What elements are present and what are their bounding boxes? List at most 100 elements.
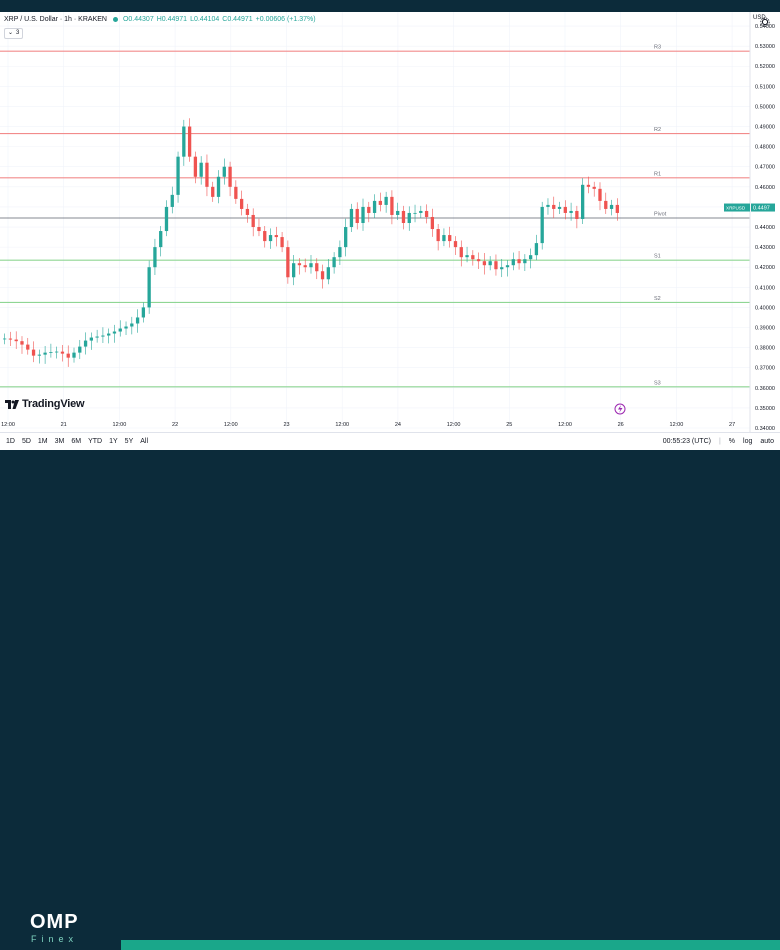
candle-down [286,247,290,278]
range-button-1m[interactable]: 1M [37,438,48,445]
range-button-6m[interactable]: 6M [71,438,82,445]
time-tick-label: 26 [618,422,624,428]
candle-up [396,210,400,215]
candle-down [211,186,215,197]
candle-up [147,267,151,308]
candle-down [297,263,302,266]
candle-up [182,126,186,157]
candle-down [303,265,307,268]
settings-gear-icon[interactable] [760,17,770,27]
candle-down [390,196,394,215]
candle-down [320,271,325,280]
price-tick-label: 0.50000 [755,104,775,110]
candle-down [239,198,244,209]
candle-down [494,261,498,270]
candle-up [309,263,313,268]
range-button-1d[interactable]: 1D [6,438,15,445]
range-button-5y[interactable]: 5Y [124,438,134,445]
candle-up [83,340,88,347]
candle-up [505,265,510,268]
candle-down [251,214,255,228]
ohlc-low: L0.44104 [190,16,220,23]
lightning-icon[interactable] [614,403,626,415]
candle-up [292,263,296,278]
candle-down [592,186,596,189]
candle-down [263,231,267,242]
price-tick-label: 0.39000 [755,326,775,332]
candle-down [615,204,619,213]
price-tick-label: 0.54000 [755,24,775,30]
candle-down [274,235,278,238]
candle-up [384,196,388,205]
candle-down [453,241,458,248]
price-tick-label: 0.43000 [755,245,775,251]
time-tick-label: 27 [729,422,735,428]
candle-up [112,331,117,334]
candle-up [465,255,469,258]
candle-up [153,247,157,268]
indicators-toggle-button[interactable]: ⌄ 3 [4,28,24,39]
candle-up [124,326,128,329]
candle-up [609,204,614,209]
candle-down [586,184,591,187]
window-top-strip [0,0,780,12]
time-tick-label: 12:00 [670,422,684,428]
candle-down [14,339,18,342]
chart-panel[interactable]: R3 R2 R1 Pivot S1 S2 S3 0.54000 0.53000 0.52000 0… [0,12,780,451]
time-tick-label: 25 [506,422,512,428]
candle-up [528,255,533,260]
candle-up [581,184,585,219]
level-label-s3: S3 [654,380,661,386]
tradingview-logo[interactable]: TradingView [5,398,85,410]
price-axis: 0.54000 0.53000 0.52000 0.51000 0.50000 0.490… [755,24,775,432]
candle-up [557,206,562,209]
range-button-1y[interactable]: 1Y [109,438,118,445]
range-button-ytd[interactable]: YTD [88,438,103,445]
candle-up [141,307,146,318]
price-tick-label: 0.52000 [755,64,775,70]
candle-up [546,204,550,207]
candle-down [476,259,481,262]
percent-toggle[interactable]: % [728,438,736,445]
range-button-all[interactable]: All [140,438,149,445]
currency-label[interactable]: USD [753,15,766,21]
last-price-tag: XRPUSD 0.4497 [724,203,775,212]
candle-down [575,210,579,219]
candle-down [193,156,198,177]
range-button-3m[interactable]: 3M [54,438,65,445]
candle-up [534,243,539,256]
candle-down [378,200,382,205]
candle-down [20,341,24,345]
candle-down [598,188,602,201]
utc-clock[interactable]: 00:55:23 (UTC) [662,438,711,445]
candle-up [170,194,174,207]
candle-down [60,351,65,354]
candle-up [361,206,365,224]
level-label-s1: S1 [654,254,661,260]
candle-up [511,259,515,266]
candle-up [216,176,221,197]
candle-down [552,204,556,209]
log-toggle[interactable]: log [743,438,753,445]
symbol-legend[interactable]: XRP / U.S. Dollar · 1h · KRAKEN O0.44307… [4,16,316,23]
candle-up [72,352,76,358]
candle-up [569,210,573,213]
time-tick-label: 12:00 [558,422,572,428]
price-tick-label: 0.40000 [755,305,775,311]
time-tick-label: 21 [61,422,67,428]
candle-down [228,166,232,187]
candle-down [424,210,429,217]
candle-up [349,208,354,228]
candle-up [135,317,140,324]
range-button-5d[interactable]: 5D [21,438,31,445]
auto-toggle[interactable]: auto [760,438,774,445]
candle-up [176,156,180,195]
candle-down [26,344,30,350]
market-status-icon [112,17,118,22]
candle-down [482,261,487,266]
time-tick-label: 23 [283,422,289,428]
candle-down [517,259,521,264]
price-tick-label: 0.36000 [755,386,775,392]
footer-brand: OMP [30,911,79,933]
